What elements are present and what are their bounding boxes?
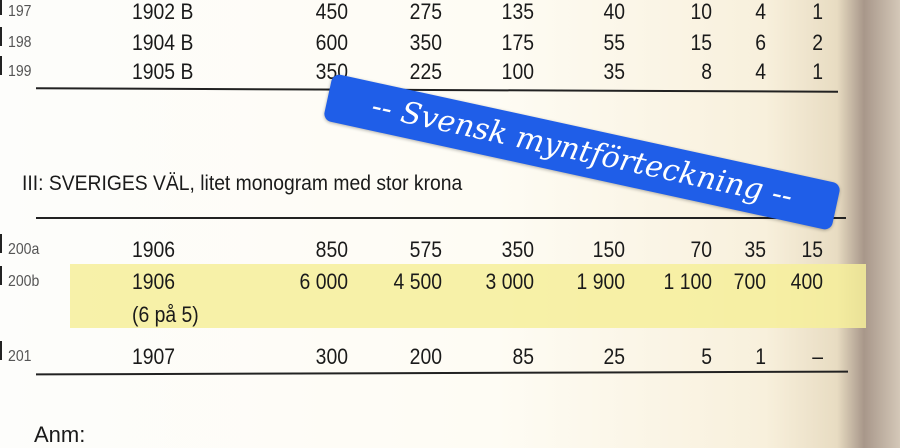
price-value: 15 (801, 237, 823, 262)
price-value: 1 (812, 0, 823, 24)
price-value: 600 (315, 30, 348, 55)
table-row: 201 1907 300 200 85 25 5 1 – (0, 341, 900, 372)
catalog-number: 200b (8, 273, 40, 290)
price-value: 55 (603, 30, 625, 55)
price-value: 85 (512, 344, 534, 369)
price-value: 40 (603, 0, 625, 24)
price-value: 450 (315, 0, 348, 24)
price-value: 1 (755, 344, 766, 369)
price-value: 4 (755, 59, 766, 84)
year: 1907 (132, 344, 176, 369)
price-value: 300 (315, 344, 348, 369)
table-row: 200b 1906 6 000 4 500 3 000 1 900 1 100 700 400 (… (0, 266, 900, 327)
price-value: 200 (409, 344, 442, 369)
checkbox[interactable] (0, 341, 2, 360)
checkbox[interactable] (0, 266, 2, 285)
price-value: 6 000 (299, 269, 348, 294)
price-value: 35 (744, 237, 766, 262)
section-heading: III: SVERIGES VÄL, litet monogram med st… (22, 172, 463, 195)
catalog-number: 200a (8, 241, 40, 258)
price-value: 1 100 (663, 269, 712, 294)
note-label: Anm: (34, 422, 86, 447)
divider (35, 87, 839, 93)
price-value: 35 (603, 59, 625, 84)
year: 1906 (132, 269, 176, 294)
catalog-number: 198 (8, 34, 32, 51)
price-value: 4 500 (393, 269, 442, 294)
price-value: 350 (501, 237, 534, 262)
price-value: 5 (701, 344, 712, 369)
catalog-number: 201 (8, 348, 32, 365)
price-value: 850 (315, 237, 348, 262)
price-value: 225 (409, 59, 442, 84)
price-value: 8 (701, 59, 712, 84)
price-value: 1 (812, 59, 823, 84)
checkbox[interactable] (0, 56, 2, 75)
price-value: 150 (592, 237, 625, 262)
checkbox[interactable] (0, 0, 2, 15)
table-row: 199 1905 B 350 225 100 35 8 4 1 (0, 56, 900, 87)
year: 1905 B (132, 59, 194, 84)
price-value: 275 (409, 0, 442, 24)
checkbox[interactable] (0, 27, 2, 46)
price-value: 15 (690, 30, 712, 55)
price-value: 700 (733, 269, 766, 294)
row-highlight (70, 264, 866, 328)
price-value: 6 (755, 30, 766, 55)
year: 1904 B (132, 30, 194, 55)
watermark-sticker: -- Svensk myntförteckning -- (322, 73, 842, 231)
price-value: 70 (690, 237, 712, 262)
price-value: 575 (409, 237, 442, 262)
price-value: 3 000 (485, 269, 534, 294)
price-value: 400 (790, 269, 823, 294)
price-value: 10 (690, 0, 712, 24)
checkbox[interactable] (0, 234, 2, 253)
catalog-number: 199 (8, 63, 32, 80)
price-value: 25 (603, 344, 625, 369)
catalog-number: 197 (8, 3, 32, 20)
variant-note: (6 på 5) (132, 302, 199, 327)
price-value: 135 (501, 0, 534, 24)
price-value: – (812, 344, 823, 369)
price-value: 175 (501, 30, 534, 55)
year: 1902 B (132, 0, 194, 24)
price-value: 4 (755, 0, 766, 24)
price-value: 100 (501, 59, 534, 84)
year: 1906 (132, 237, 176, 262)
price-value: 350 (409, 30, 442, 55)
price-value: 2 (812, 30, 823, 55)
table-row: 200a 1906 850 575 350 150 70 35 15 (0, 234, 900, 265)
price-value: 1 900 (576, 269, 625, 294)
table-row: 198 1904 B 600 350 175 55 15 6 2 (0, 27, 900, 58)
divider (36, 217, 846, 219)
table-row: 197 1902 B 450 275 135 40 10 4 1 (0, 0, 900, 27)
